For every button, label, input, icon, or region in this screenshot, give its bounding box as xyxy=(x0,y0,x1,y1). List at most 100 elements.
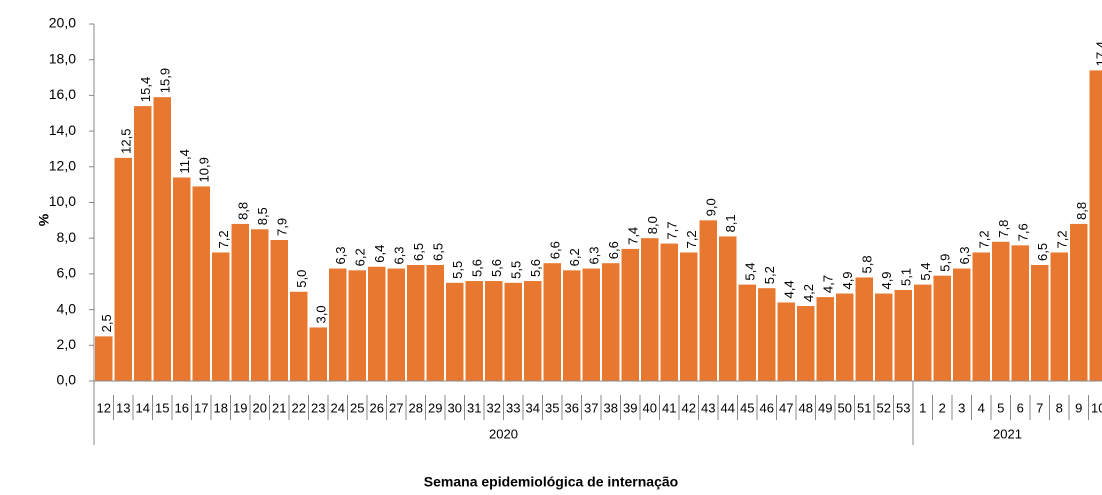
bar xyxy=(582,268,600,381)
value-label: 5,4 xyxy=(743,263,758,281)
value-label: 6,3 xyxy=(957,246,972,264)
bar xyxy=(953,268,971,381)
bar xyxy=(621,248,639,381)
y-tick-label: 8,0 xyxy=(57,229,77,245)
y-tick-label: 18,0 xyxy=(49,50,76,66)
value-label: 7,6 xyxy=(1016,223,1031,241)
x-tick-label: 39 xyxy=(623,400,637,415)
bar xyxy=(134,106,152,382)
x-tick-label: 32 xyxy=(487,400,501,415)
y-tick-label: 12,0 xyxy=(49,158,76,174)
x-tick-label: 7 xyxy=(1036,400,1043,415)
value-label: 5,5 xyxy=(509,261,524,279)
value-label: 7,9 xyxy=(275,218,290,236)
value-label: 5,0 xyxy=(294,270,309,288)
x-axis-label: Semana epidemiológica de internação xyxy=(424,474,678,490)
y-tick-label: 10,0 xyxy=(49,193,76,209)
bar xyxy=(660,243,678,381)
bar xyxy=(777,302,795,381)
x-tick-label: 46 xyxy=(760,400,774,415)
value-label: 2,5 xyxy=(99,314,114,332)
bar xyxy=(485,281,503,381)
x-tick-label: 51 xyxy=(857,400,871,415)
x-tick-label: 20 xyxy=(253,400,267,415)
x-tick-label: 2 xyxy=(939,400,946,415)
value-label: 8,1 xyxy=(723,214,738,232)
x-tick-label: 38 xyxy=(604,400,618,415)
value-label: 5,2 xyxy=(762,266,777,284)
bar xyxy=(95,336,113,381)
x-tick-label: 52 xyxy=(877,400,891,415)
y-tick-label: 20,0 xyxy=(49,15,76,31)
x-tick-label: 1 xyxy=(919,400,926,415)
bar xyxy=(641,238,659,381)
x-tick-label: 43 xyxy=(701,400,715,415)
x-tick-label: 13 xyxy=(116,400,130,415)
bar xyxy=(797,306,815,381)
value-label: 5,6 xyxy=(470,259,485,277)
bar xyxy=(329,268,347,381)
x-tick-label: 24 xyxy=(331,400,345,415)
value-label: 6,3 xyxy=(587,246,602,264)
bar xyxy=(368,266,386,381)
bar xyxy=(504,282,522,381)
y-tick-label: 16,0 xyxy=(49,86,76,102)
value-label: 6,6 xyxy=(606,241,621,259)
value-label: 8,5 xyxy=(255,207,270,225)
value-label: 15,9 xyxy=(158,68,173,93)
x-tick-label: 40 xyxy=(643,400,657,415)
bar xyxy=(914,284,932,381)
x-tick-label: 5 xyxy=(997,400,1004,415)
value-label: 7,2 xyxy=(977,230,992,248)
bar xyxy=(270,239,288,381)
bar xyxy=(231,223,249,381)
x-tick-label: 19 xyxy=(233,400,247,415)
value-label: 5,1 xyxy=(899,268,914,286)
bar xyxy=(875,293,893,381)
value-label: 12,5 xyxy=(119,129,134,154)
bar xyxy=(251,229,269,381)
bar xyxy=(680,252,698,381)
value-label: 11,4 xyxy=(177,149,192,173)
x-tick-label: 27 xyxy=(389,400,403,415)
value-label: 5,8 xyxy=(860,255,875,273)
y-tick-label: 2,0 xyxy=(57,336,77,352)
bar xyxy=(719,236,737,381)
value-label: 5,9 xyxy=(938,254,953,272)
bar xyxy=(524,281,542,381)
x-tick-label: 16 xyxy=(175,400,189,415)
bar xyxy=(602,263,620,381)
x-tick-label: 22 xyxy=(292,400,306,415)
x-tick-label: 26 xyxy=(370,400,384,415)
value-label: 4,7 xyxy=(821,275,836,293)
x-tick-label: 23 xyxy=(311,400,325,415)
x-tick-label: 37 xyxy=(584,400,598,415)
x-tick-label: 47 xyxy=(779,400,793,415)
y-tick-label: 4,0 xyxy=(57,300,77,316)
value-label: 6,5 xyxy=(411,243,426,261)
x-tick-label: 42 xyxy=(682,400,696,415)
value-label: 6,3 xyxy=(333,246,348,264)
x-tick-label: 49 xyxy=(818,400,832,415)
x-tick-label: 34 xyxy=(526,400,540,415)
x-tick-label: 44 xyxy=(721,400,735,415)
bar xyxy=(992,241,1010,381)
y-tick-label: 14,0 xyxy=(49,122,76,138)
value-label: 4,9 xyxy=(840,271,855,289)
x-tick-label: 28 xyxy=(409,400,423,415)
value-label: 4,4 xyxy=(782,280,797,298)
bar xyxy=(446,282,464,381)
value-label: 6,5 xyxy=(1035,243,1050,261)
x-tick-label: 45 xyxy=(740,400,754,415)
x-tick-label: 25 xyxy=(350,400,364,415)
x-tick-label: 21 xyxy=(272,400,286,415)
bar xyxy=(1089,70,1102,381)
value-label: 9,0 xyxy=(704,198,719,216)
x-tick-label: 31 xyxy=(467,400,481,415)
x-tick-label: 50 xyxy=(838,400,852,415)
bar xyxy=(933,275,951,381)
value-label: 5,4 xyxy=(918,263,933,281)
x-tick-label: 53 xyxy=(896,400,910,415)
bar xyxy=(758,288,776,381)
